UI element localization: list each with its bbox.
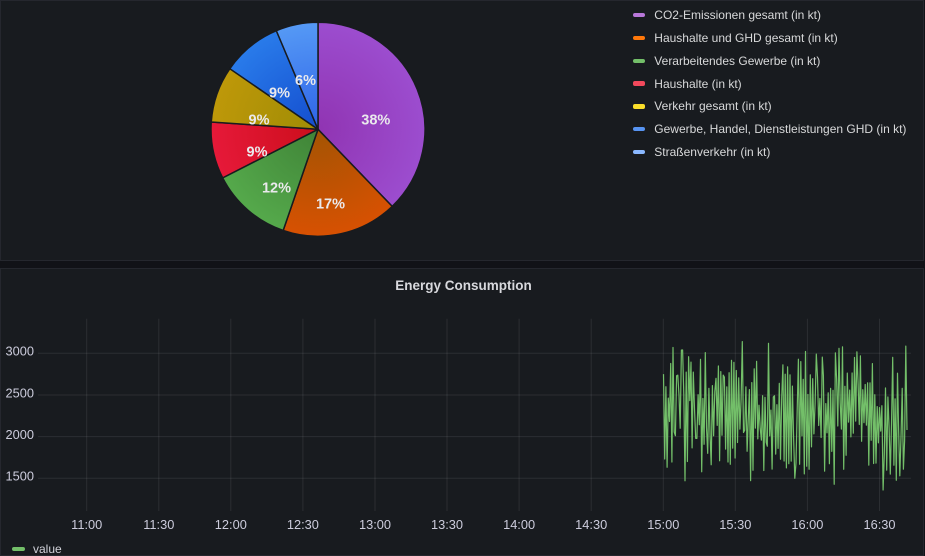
svg-text:13:00: 13:00 — [359, 517, 391, 532]
svg-text:14:00: 14:00 — [503, 517, 535, 532]
svg-text:11:30: 11:30 — [143, 517, 174, 532]
svg-text:2500: 2500 — [6, 385, 34, 400]
svg-text:11:00: 11:00 — [71, 517, 102, 532]
svg-text:3000: 3000 — [6, 344, 34, 359]
svg-text:2000: 2000 — [6, 427, 34, 442]
svg-text:16:00: 16:00 — [791, 517, 823, 532]
svg-text:1500: 1500 — [6, 469, 34, 484]
svg-text:15:00: 15:00 — [647, 517, 679, 532]
svg-text:6%: 6% — [295, 73, 316, 89]
svg-text:14:30: 14:30 — [575, 517, 607, 532]
svg-text:16:30: 16:30 — [863, 517, 895, 532]
svg-text:9%: 9% — [269, 86, 290, 102]
svg-text:15:30: 15:30 — [719, 517, 751, 532]
svg-text:9%: 9% — [247, 145, 268, 161]
svg-text:38%: 38% — [361, 112, 390, 128]
svg-text:12:30: 12:30 — [287, 517, 319, 532]
svg-text:9%: 9% — [249, 113, 270, 129]
svg-text:12:00: 12:00 — [215, 517, 247, 532]
svg-text:12%: 12% — [262, 181, 291, 197]
svg-text:17%: 17% — [316, 197, 345, 213]
svg-text:13:30: 13:30 — [431, 517, 463, 532]
